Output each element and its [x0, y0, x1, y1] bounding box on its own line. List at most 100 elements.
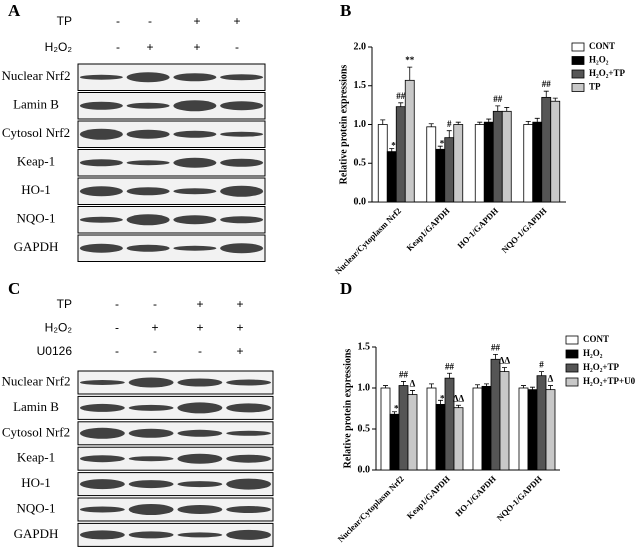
- band-label: GAPDH: [14, 239, 59, 254]
- legend-label: H₂O₂+TP: [589, 68, 626, 78]
- treatment-sign: -: [153, 344, 157, 358]
- treatment-sign: -: [115, 321, 119, 335]
- blot-band: [226, 430, 272, 436]
- blot-band: [177, 429, 223, 437]
- error-bar: [407, 66, 413, 81]
- blot-box: [77, 370, 274, 395]
- bar: [426, 387, 437, 471]
- y-axis-title: Relative protein expressions: [342, 349, 353, 469]
- blot-box: [77, 446, 274, 471]
- bar: [490, 358, 501, 471]
- blot-band: [220, 185, 264, 197]
- error-bar: [389, 148, 395, 152]
- blot-band: [177, 505, 223, 514]
- treatment-sign: +: [236, 297, 243, 311]
- panel-label: C: [8, 279, 20, 298]
- blot-band: [79, 380, 125, 385]
- legend-label: H₂O₂+TP: [583, 362, 620, 372]
- significance-label: ##: [493, 94, 503, 104]
- blot-band: [173, 130, 217, 138]
- y-tick-label: 1.5: [358, 341, 371, 352]
- error-bar: [455, 121, 461, 125]
- blot-band: [128, 531, 174, 539]
- error-bar: [548, 385, 553, 390]
- band-label: Cytosol Nrf2: [2, 125, 70, 140]
- significance-label: ##: [396, 91, 406, 101]
- legend-label: CONT: [583, 334, 609, 344]
- bar: [481, 385, 492, 471]
- significance-label: #: [539, 360, 544, 370]
- error-bar: [446, 130, 452, 138]
- error-bar: [525, 121, 531, 125]
- legend-swatch: [565, 377, 579, 387]
- error-bar: [392, 411, 397, 415]
- legend-swatch: [571, 69, 585, 79]
- error-bar: [428, 123, 434, 127]
- treatment-sign: -: [148, 14, 152, 28]
- blot-band: [173, 245, 217, 251]
- bar: [501, 110, 512, 203]
- x-tick-label: Nuclear/Cytoplasm Nrf2: [335, 474, 405, 544]
- blot-band: [173, 73, 217, 82]
- blot-band: [226, 529, 272, 540]
- treatment-label: H₂O₂: [45, 40, 73, 54]
- significance-label: #: [447, 119, 452, 129]
- y-tick-label: 1.0: [358, 382, 371, 393]
- significance-label: ##: [491, 342, 501, 352]
- blot-band: [79, 427, 125, 439]
- blot-band: [128, 377, 174, 388]
- blot-band: [128, 480, 174, 489]
- legend-swatch: [565, 335, 579, 345]
- bar: [550, 100, 561, 203]
- bar: [380, 387, 391, 471]
- treatment-sign: -: [115, 344, 119, 358]
- blot-band: [177, 532, 223, 538]
- treatment-sign: -: [115, 297, 119, 311]
- legend-label: H₂O₂+TP+U0: [583, 376, 636, 386]
- bar: [483, 121, 494, 203]
- error-bar: [493, 353, 498, 360]
- bar: [435, 148, 446, 203]
- blot-band: [128, 504, 174, 515]
- error-bar: [380, 119, 386, 125]
- bar: [541, 96, 552, 203]
- error-bar: [521, 385, 526, 388]
- blot-band: [128, 404, 174, 411]
- treatment-label: TP: [57, 297, 72, 311]
- treatment-sign: +: [146, 40, 153, 54]
- x-tick-label: Keap1/GAPDH: [405, 473, 452, 520]
- bar: [453, 407, 464, 471]
- x-tick-label: Keap1/GAPDH: [404, 205, 451, 252]
- error-bar: [398, 102, 404, 107]
- error-bar: [438, 399, 443, 405]
- band-label: Keap-1: [17, 450, 55, 465]
- bar: [377, 124, 388, 203]
- band-label: Cytosol Nrf2: [2, 424, 70, 439]
- error-bar: [486, 118, 492, 123]
- blot-band: [173, 157, 217, 168]
- significance-label: Δ: [548, 374, 554, 384]
- blot-band: [126, 244, 170, 252]
- bar: [518, 387, 529, 471]
- bar: [444, 377, 455, 471]
- band-label: Nuclear Nrf2: [2, 373, 71, 388]
- blot-box: [77, 421, 274, 446]
- blot-band: [220, 74, 264, 81]
- band-label: NQO-1: [17, 500, 56, 515]
- treatment-sign: +: [233, 14, 240, 28]
- blot-band: [126, 102, 170, 109]
- bar: [472, 387, 483, 471]
- blot-band: [220, 243, 264, 254]
- error-bar: [539, 371, 544, 376]
- blot-band: [79, 506, 125, 513]
- error-bar: [475, 384, 480, 388]
- blot-band: [220, 131, 264, 137]
- treatment-sign: +: [151, 321, 158, 335]
- bar: [527, 389, 538, 471]
- bar: [404, 79, 415, 203]
- blot-band: [79, 530, 125, 540]
- bar: [386, 151, 397, 203]
- band-label: Lamin B: [13, 97, 59, 112]
- significance-label: ##: [399, 370, 409, 380]
